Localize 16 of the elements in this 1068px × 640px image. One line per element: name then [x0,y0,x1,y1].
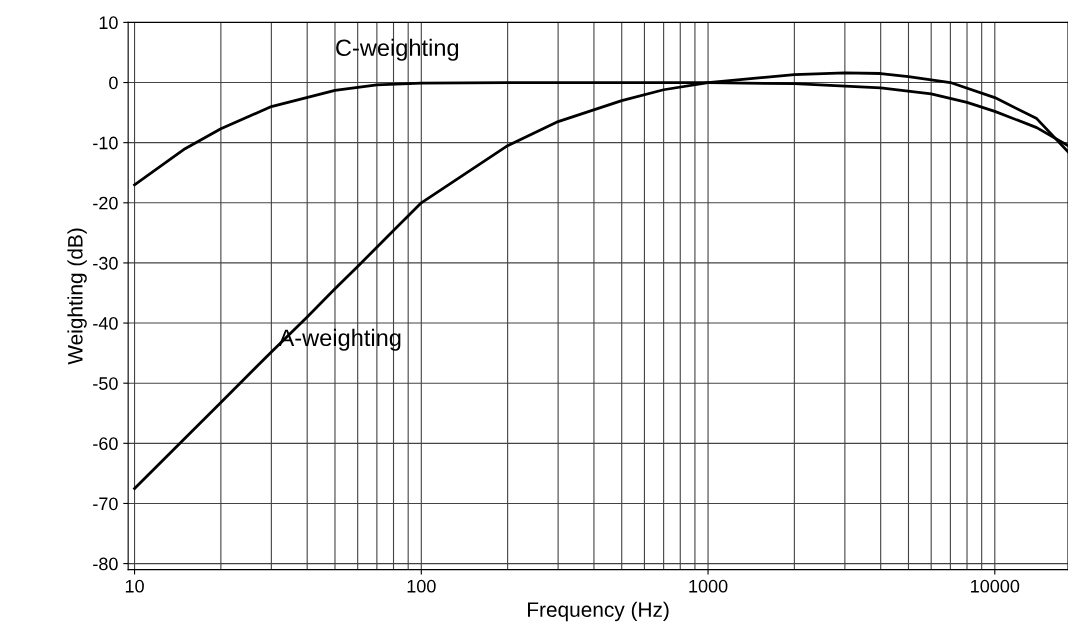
y-tick-label: -50 [93,377,118,390]
y-tick-label: -30 [93,256,118,270]
y-tick-label: -80 [93,557,118,571]
y-tick-label: -20 [93,196,118,210]
x-axis-title: Frequency (Hz) [528,601,669,622]
y-tick-label: -10 [93,136,118,150]
x-tick-label: 10000 [971,579,1020,593]
x-tick-label: 1000 [689,579,728,593]
y-tick-label: -60 [93,437,118,451]
y-axis-title: Weighting (dB) [67,228,87,365]
y-tick-label: 0 [109,76,118,90]
x-tick-label: 100 [407,579,436,593]
x-tick-label: 10 [125,579,144,593]
y-tick-label: 10 [99,16,118,30]
y-tick-label: -40 [93,316,118,330]
y-tick-label: -70 [93,497,118,511]
